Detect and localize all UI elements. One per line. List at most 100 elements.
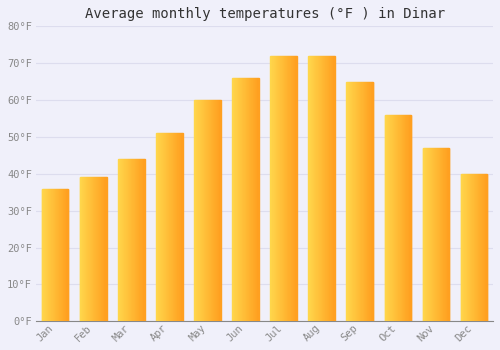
Bar [97, 177, 98, 321]
Bar [204, 100, 205, 321]
Bar [89, 177, 90, 321]
Bar [158, 133, 160, 321]
Bar [178, 133, 179, 321]
Bar [161, 133, 162, 321]
Bar [405, 115, 406, 321]
Bar [427, 148, 428, 321]
Bar [212, 100, 213, 321]
Bar [372, 82, 373, 321]
Bar [295, 56, 296, 321]
Bar [157, 133, 158, 321]
Bar [200, 100, 201, 321]
Bar [480, 174, 481, 321]
Bar [213, 100, 214, 321]
Bar [96, 177, 97, 321]
Bar [325, 56, 326, 321]
Bar [472, 174, 473, 321]
Bar [358, 82, 359, 321]
Bar [486, 174, 487, 321]
Bar [276, 56, 277, 321]
Bar [350, 82, 352, 321]
Bar [177, 133, 178, 321]
Bar [329, 56, 330, 321]
Bar [256, 78, 258, 321]
Bar [438, 148, 439, 321]
Bar [176, 133, 177, 321]
Bar [354, 82, 355, 321]
Bar [446, 148, 447, 321]
Bar [217, 100, 218, 321]
Bar [384, 115, 385, 321]
Bar [141, 159, 142, 321]
Bar [88, 177, 89, 321]
Bar [474, 174, 475, 321]
Bar [448, 148, 450, 321]
Bar [253, 78, 254, 321]
Bar [48, 189, 49, 321]
Bar [318, 56, 319, 321]
Bar [463, 174, 464, 321]
Bar [401, 115, 402, 321]
Bar [409, 115, 410, 321]
Bar [255, 78, 256, 321]
Bar [285, 56, 286, 321]
Bar [119, 159, 120, 321]
Bar [326, 56, 327, 321]
Title: Average monthly temperatures (°F ) in Dinar: Average monthly temperatures (°F ) in Di… [84, 7, 444, 21]
Bar [362, 82, 363, 321]
Bar [320, 56, 321, 321]
Bar [210, 100, 211, 321]
Bar [347, 82, 348, 321]
Bar [118, 159, 119, 321]
Bar [211, 100, 212, 321]
Bar [314, 56, 315, 321]
Bar [80, 177, 81, 321]
Bar [179, 133, 180, 321]
Bar [280, 56, 281, 321]
Bar [244, 78, 245, 321]
Bar [156, 133, 157, 321]
Bar [464, 174, 465, 321]
Bar [127, 159, 128, 321]
Bar [164, 133, 165, 321]
Bar [319, 56, 320, 321]
Bar [311, 56, 312, 321]
Bar [279, 56, 280, 321]
Bar [470, 174, 471, 321]
Bar [460, 174, 461, 321]
Bar [331, 56, 332, 321]
Bar [294, 56, 295, 321]
Bar [473, 174, 474, 321]
Bar [400, 115, 401, 321]
Bar [310, 56, 311, 321]
Bar [428, 148, 429, 321]
Bar [366, 82, 367, 321]
Bar [138, 159, 139, 321]
Bar [219, 100, 220, 321]
Bar [363, 82, 364, 321]
Bar [332, 56, 333, 321]
Bar [214, 100, 215, 321]
Bar [333, 56, 334, 321]
Bar [252, 78, 253, 321]
Bar [240, 78, 242, 321]
Bar [393, 115, 394, 321]
Bar [394, 115, 395, 321]
Bar [442, 148, 443, 321]
Bar [278, 56, 279, 321]
Bar [59, 189, 60, 321]
Bar [104, 177, 105, 321]
Bar [406, 115, 407, 321]
Bar [392, 115, 393, 321]
Bar [434, 148, 435, 321]
Bar [487, 174, 488, 321]
Bar [238, 78, 239, 321]
Bar [364, 82, 365, 321]
Bar [135, 159, 136, 321]
Bar [126, 159, 127, 321]
Bar [131, 159, 132, 321]
Bar [282, 56, 283, 321]
Bar [93, 177, 94, 321]
Bar [390, 115, 391, 321]
Bar [327, 56, 328, 321]
